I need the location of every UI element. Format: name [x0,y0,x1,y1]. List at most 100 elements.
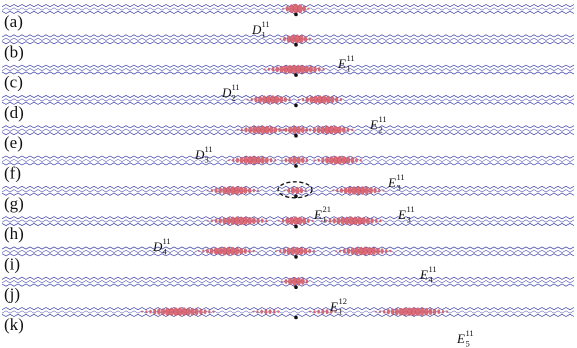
density-petal [371,247,376,255]
state-label-subscript: 1 [347,64,351,74]
state-label-letter: D [221,85,232,100]
density-petal [428,308,433,316]
state-label-superscript: 11 [232,82,240,92]
density-petal [309,310,312,313]
density-petal [243,248,247,254]
state-label-letter: E [397,207,406,222]
density-petal [307,7,310,10]
density-petal [214,218,218,224]
density-petal [268,309,272,315]
density-petal [341,156,347,165]
density-petal [354,247,360,256]
density-petal [348,216,354,226]
density-petal [210,219,213,223]
density-petal [394,308,399,316]
state-label-letter: D [251,22,262,37]
density-petal [258,96,263,104]
defect-site-dot [294,133,298,138]
density-petal [328,218,332,224]
defect-site-dot [294,315,298,320]
density-petal [333,125,338,135]
density-petal [347,186,353,195]
panel-label: (b) [4,42,24,61]
density-petal [355,158,358,163]
density-petal [296,125,301,134]
density-petal [359,158,362,162]
density-petal [282,248,287,254]
density-petal [206,189,209,192]
density-petal [283,189,286,192]
density-petal [279,249,282,253]
density-petal [308,65,313,73]
density-petal [313,66,317,73]
density-petal [382,189,385,192]
density-petal [297,216,303,225]
density-petal [297,4,303,14]
density-petal [305,158,309,163]
density-petal [299,187,304,194]
density-petal [357,216,362,225]
density-petal [267,67,270,71]
density-petal [313,159,316,161]
density-petal [342,248,346,254]
density-petal [230,246,236,256]
density-petal [317,95,323,104]
ribbon-edge-top [1,307,575,311]
density-petal [209,248,214,255]
density-petal [300,157,305,164]
state-label-extra-superscript: 21 [323,204,332,214]
panel-label: (k) [4,315,24,334]
density-petal [342,126,346,133]
density-petal [243,156,249,165]
density-petal [190,307,195,316]
ribbon-lattice [1,125,575,136]
state-label-letter: E [329,299,338,314]
density-petal [312,127,316,133]
density-petal [265,219,268,223]
density-petal [284,127,288,133]
density-petal [374,310,377,313]
density-petal [415,307,421,316]
density-petal [239,247,244,255]
density-petal [321,95,327,104]
density-petal [317,309,320,314]
density-petal [406,307,412,316]
density-petal [252,249,255,253]
density-petal [351,128,354,132]
density-petal [251,217,256,225]
state-label-subscript: 5 [466,339,470,348]
state-label-subscript: 3 [407,215,411,225]
density-petal [302,5,306,12]
ribbon-edge-bottom [1,132,575,136]
density-petal [326,95,331,104]
density-petal [252,310,255,313]
density-petal [246,98,249,101]
density-petal [304,65,309,74]
density-petal [285,217,290,225]
defect-site-dot [294,73,298,77]
density-petal [305,96,309,103]
density-petal [280,159,283,161]
state-label-superscript: 11 [466,328,474,338]
density-petal [305,279,309,284]
density-petal [284,158,288,163]
ribbon-edge-bottom [1,192,575,196]
density-petal [296,156,301,164]
density-petal [308,37,311,41]
density-petal [309,96,314,104]
density-petal [252,188,255,193]
density-petal [432,308,437,315]
density-petal [260,309,263,314]
density-petal [324,219,327,223]
density-petal [304,129,308,131]
state-label-superscript: 12 [339,296,348,306]
density-petal [286,35,291,43]
density-blobs [141,3,449,320]
density-petal [283,65,288,74]
density-petal [344,216,350,225]
density-petal [309,128,312,132]
density-petal [194,308,199,316]
density-petal [299,64,305,74]
density-petal [346,127,350,133]
